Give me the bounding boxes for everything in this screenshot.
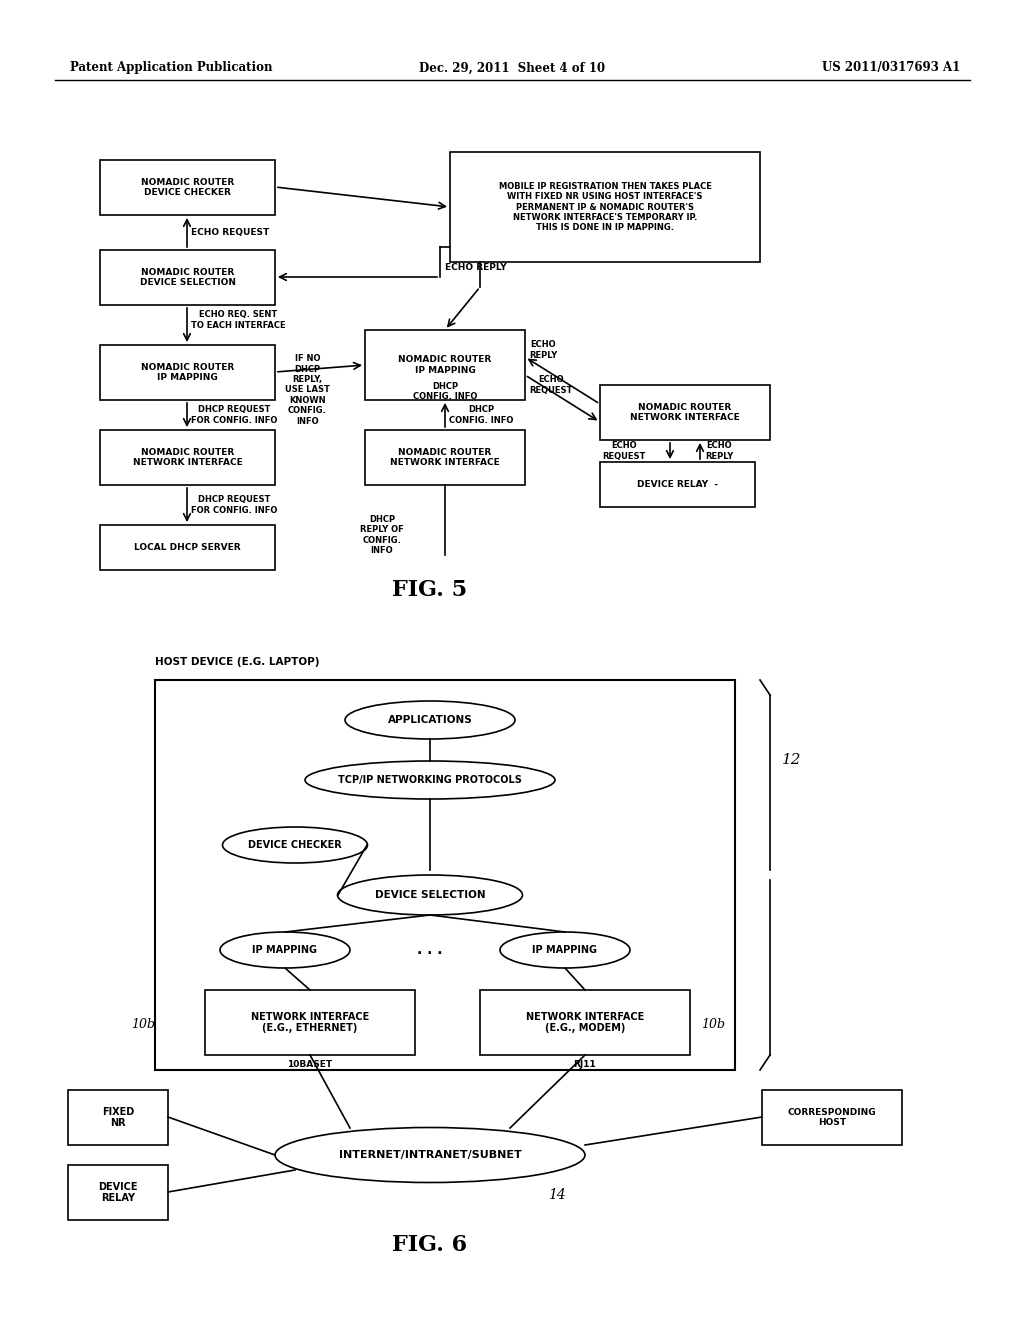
Ellipse shape [345, 701, 515, 739]
Bar [100, 160, 275, 215]
Text: NOMADIC ROUTER
NETWORK INTERFACE: NOMADIC ROUTER NETWORK INTERFACE [390, 447, 500, 467]
Text: 12: 12 [782, 752, 802, 767]
Bar [100, 249, 275, 305]
Text: IF NO
DHCP
REPLY,
USE LAST
KNOWN
CONFIG.
INFO: IF NO DHCP REPLY, USE LAST KNOWN CONFIG.… [285, 354, 330, 425]
Text: DHCP REQUEST
FOR CONFIG. INFO: DHCP REQUEST FOR CONFIG. INFO [191, 405, 278, 425]
Bar [100, 430, 275, 484]
Text: 10b: 10b [701, 1019, 725, 1031]
Text: NETWORK INTERFACE
(E.G., ETHERNET): NETWORK INTERFACE (E.G., ETHERNET) [251, 1011, 369, 1034]
Text: NOMADIC ROUTER
DEVICE CHECKER: NOMADIC ROUTER DEVICE CHECKER [141, 178, 234, 197]
Text: 10BASET: 10BASET [288, 1060, 333, 1069]
Bar [155, 680, 735, 1071]
Text: DEVICE RELAY  -: DEVICE RELAY - [637, 480, 718, 488]
Text: APPLICATIONS: APPLICATIONS [388, 715, 472, 725]
Text: ECHO REQ. SENT
TO EACH INTERFACE: ECHO REQ. SENT TO EACH INTERFACE [191, 310, 286, 330]
Text: . . .: . . . [417, 942, 442, 957]
Text: DHCP
REPLY OF
CONFIG.
INFO: DHCP REPLY OF CONFIG. INFO [360, 515, 403, 556]
Text: FIG. 5: FIG. 5 [392, 579, 468, 601]
Text: DHCP
CONFIG. INFO: DHCP CONFIG. INFO [413, 381, 477, 401]
Text: NETWORK INTERFACE
(E.G., MODEM): NETWORK INTERFACE (E.G., MODEM) [526, 1011, 644, 1034]
Text: Patent Application Publication: Patent Application Publication [70, 62, 272, 74]
Bar [365, 430, 525, 484]
Text: Dec. 29, 2011  Sheet 4 of 10: Dec. 29, 2011 Sheet 4 of 10 [419, 62, 605, 74]
Text: CORRESPONDING
HOST: CORRESPONDING HOST [787, 1107, 877, 1127]
Bar [480, 990, 690, 1055]
Ellipse shape [275, 1127, 585, 1183]
Text: LOCAL DHCP SERVER: LOCAL DHCP SERVER [134, 543, 241, 552]
Text: 14: 14 [548, 1188, 565, 1203]
Text: ECHO
REPLY: ECHO REPLY [529, 341, 557, 360]
Bar [100, 345, 275, 400]
Text: INTERNET/INTRANET/SUBNET: INTERNET/INTRANET/SUBNET [339, 1150, 521, 1160]
Text: DEVICE CHECKER: DEVICE CHECKER [248, 840, 342, 850]
Bar [600, 462, 755, 507]
Text: ECHO
REQUEST: ECHO REQUEST [602, 441, 645, 461]
Text: NOMADIC ROUTER
DEVICE SELECTION: NOMADIC ROUTER DEVICE SELECTION [139, 268, 236, 288]
Text: NOMADIC ROUTER
IP MAPPING: NOMADIC ROUTER IP MAPPING [398, 355, 492, 375]
Text: MOBILE IP REGISTRATION THEN TAKES PLACE
WITH FIXED NR USING HOST INTERFACE'S
PER: MOBILE IP REGISTRATION THEN TAKES PLACE … [499, 182, 712, 232]
Text: ECHO REQUEST: ECHO REQUEST [191, 227, 269, 236]
Text: RJ11: RJ11 [573, 1060, 596, 1069]
Bar [68, 1090, 168, 1144]
Bar [762, 1090, 902, 1144]
Ellipse shape [500, 932, 630, 968]
Text: DEVICE
RELAY: DEVICE RELAY [98, 1181, 138, 1204]
Text: NOMADIC ROUTER
NETWORK INTERFACE: NOMADIC ROUTER NETWORK INTERFACE [133, 447, 243, 467]
Text: HOST DEVICE (E.G. LAPTOP): HOST DEVICE (E.G. LAPTOP) [155, 657, 319, 667]
Text: IP MAPPING: IP MAPPING [532, 945, 597, 954]
Ellipse shape [338, 875, 522, 915]
Bar [365, 330, 525, 400]
Text: US 2011/0317693 A1: US 2011/0317693 A1 [821, 62, 961, 74]
Text: DEVICE SELECTION: DEVICE SELECTION [375, 890, 485, 900]
Bar [100, 525, 275, 570]
Bar [450, 152, 760, 261]
Text: ECHO
REPLY: ECHO REPLY [705, 441, 733, 461]
Text: DHCP
CONFIG. INFO: DHCP CONFIG. INFO [449, 405, 513, 425]
Text: IP MAPPING: IP MAPPING [253, 945, 317, 954]
Text: DHCP REQUEST
FOR CONFIG. INFO: DHCP REQUEST FOR CONFIG. INFO [191, 495, 278, 515]
Text: ECHO REPLY: ECHO REPLY [445, 263, 507, 272]
Text: FIG. 6: FIG. 6 [392, 1234, 468, 1257]
Text: FIXED
NR: FIXED NR [101, 1106, 134, 1129]
Ellipse shape [222, 828, 368, 863]
Text: NOMADIC ROUTER
NETWORK INTERFACE: NOMADIC ROUTER NETWORK INTERFACE [630, 403, 740, 422]
Ellipse shape [305, 762, 555, 799]
Text: TCP/IP NETWORKING PROTOCOLS: TCP/IP NETWORKING PROTOCOLS [338, 775, 522, 785]
Text: NOMADIC ROUTER
IP MAPPING: NOMADIC ROUTER IP MAPPING [141, 363, 234, 383]
Bar [205, 990, 415, 1055]
Bar [68, 1166, 168, 1220]
Bar [600, 385, 770, 440]
Text: ECHO
REQUEST: ECHO REQUEST [529, 375, 572, 395]
Text: 10b: 10b [131, 1019, 155, 1031]
Ellipse shape [220, 932, 350, 968]
